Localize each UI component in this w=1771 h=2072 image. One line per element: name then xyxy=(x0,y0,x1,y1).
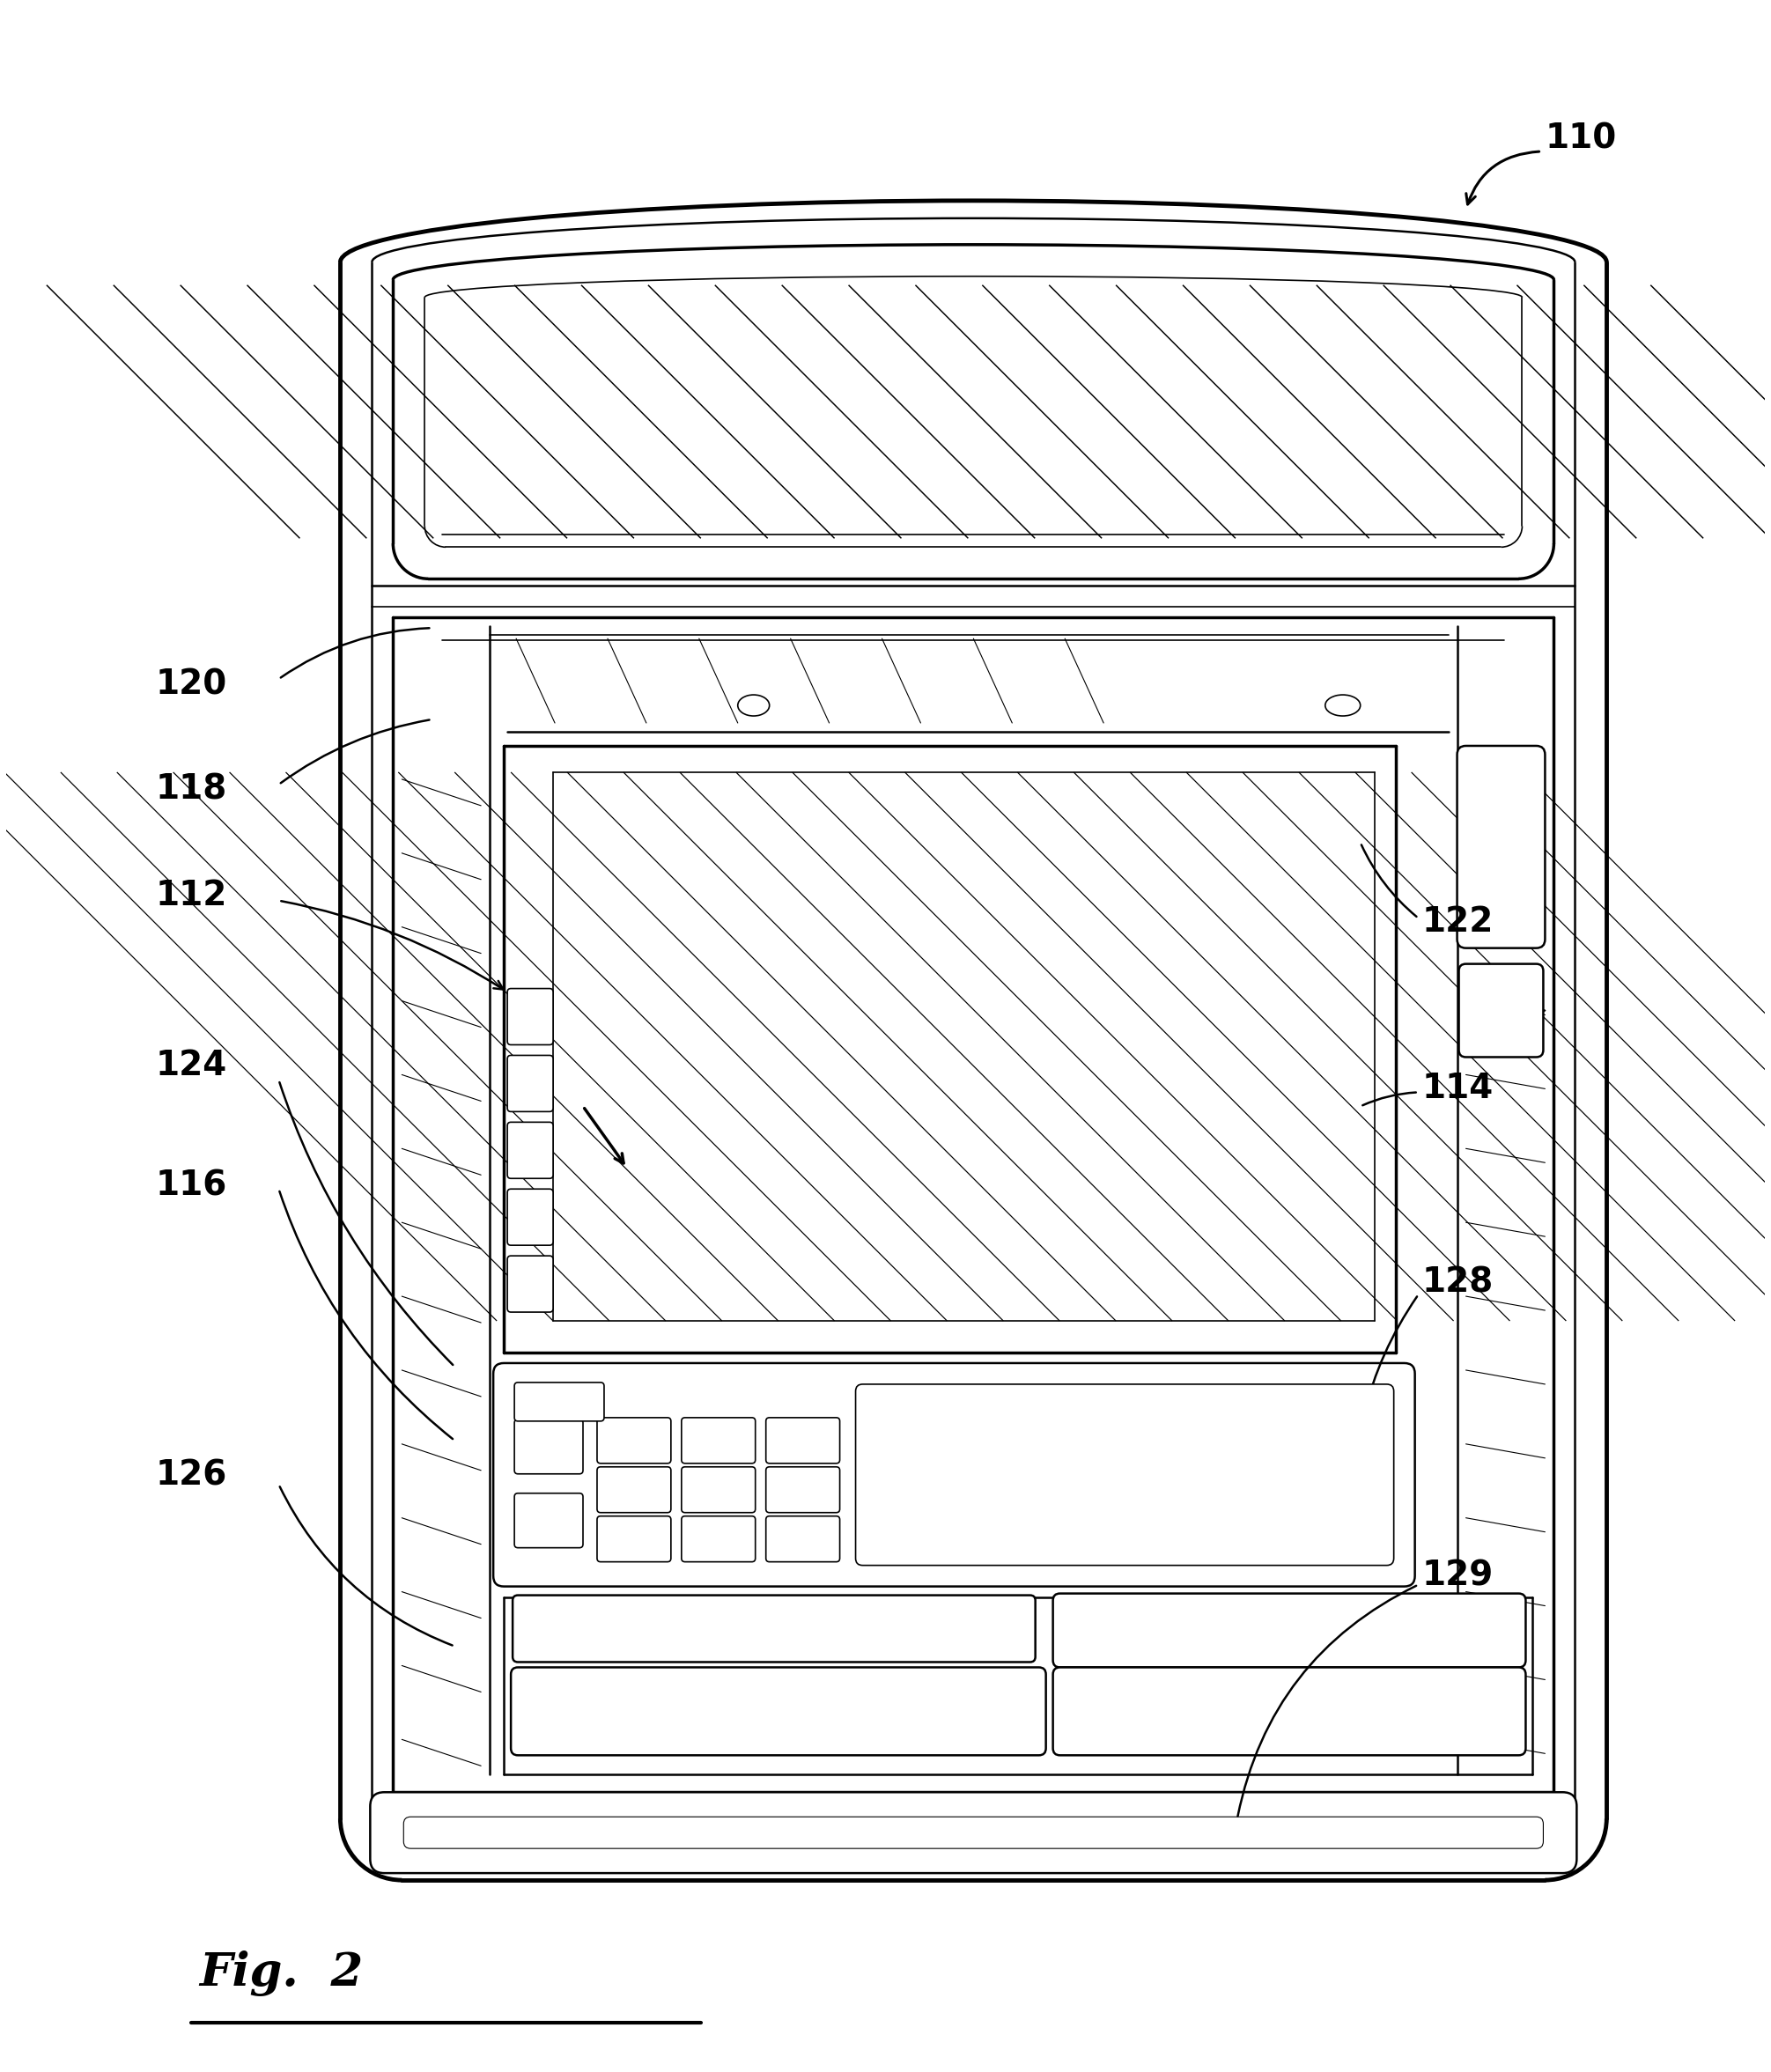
FancyBboxPatch shape xyxy=(507,1189,553,1245)
FancyBboxPatch shape xyxy=(510,1668,1047,1755)
FancyBboxPatch shape xyxy=(514,1419,583,1473)
FancyBboxPatch shape xyxy=(1459,963,1543,1057)
FancyBboxPatch shape xyxy=(514,1494,583,1548)
FancyBboxPatch shape xyxy=(507,1256,553,1312)
FancyBboxPatch shape xyxy=(597,1467,671,1513)
Text: 112: 112 xyxy=(156,879,227,912)
FancyBboxPatch shape xyxy=(682,1517,756,1562)
Text: 114: 114 xyxy=(1422,1071,1493,1106)
FancyBboxPatch shape xyxy=(1458,746,1544,949)
FancyBboxPatch shape xyxy=(682,1417,756,1463)
Text: 118: 118 xyxy=(156,773,227,806)
FancyBboxPatch shape xyxy=(507,1123,553,1179)
Text: 110: 110 xyxy=(1544,122,1617,155)
Text: 128: 128 xyxy=(1422,1266,1493,1299)
Text: Fig.  2: Fig. 2 xyxy=(200,1950,363,1995)
FancyBboxPatch shape xyxy=(512,1595,1036,1662)
Text: 116: 116 xyxy=(156,1169,227,1202)
FancyBboxPatch shape xyxy=(404,1817,1543,1848)
FancyBboxPatch shape xyxy=(1054,1668,1525,1755)
FancyBboxPatch shape xyxy=(370,1792,1576,1873)
Text: 129: 129 xyxy=(1422,1558,1493,1593)
Text: 122: 122 xyxy=(1422,905,1493,939)
FancyBboxPatch shape xyxy=(597,1517,671,1562)
FancyBboxPatch shape xyxy=(507,1055,553,1111)
FancyBboxPatch shape xyxy=(514,1382,604,1421)
FancyBboxPatch shape xyxy=(507,988,553,1044)
Text: 126: 126 xyxy=(156,1459,227,1492)
FancyBboxPatch shape xyxy=(765,1417,839,1463)
Text: 120: 120 xyxy=(156,667,227,700)
Text: 124: 124 xyxy=(156,1048,227,1084)
FancyBboxPatch shape xyxy=(597,1417,671,1463)
FancyBboxPatch shape xyxy=(855,1384,1394,1564)
FancyBboxPatch shape xyxy=(494,1363,1415,1587)
FancyBboxPatch shape xyxy=(765,1517,839,1562)
FancyBboxPatch shape xyxy=(1054,1593,1525,1668)
FancyBboxPatch shape xyxy=(765,1467,839,1513)
FancyBboxPatch shape xyxy=(682,1467,756,1513)
